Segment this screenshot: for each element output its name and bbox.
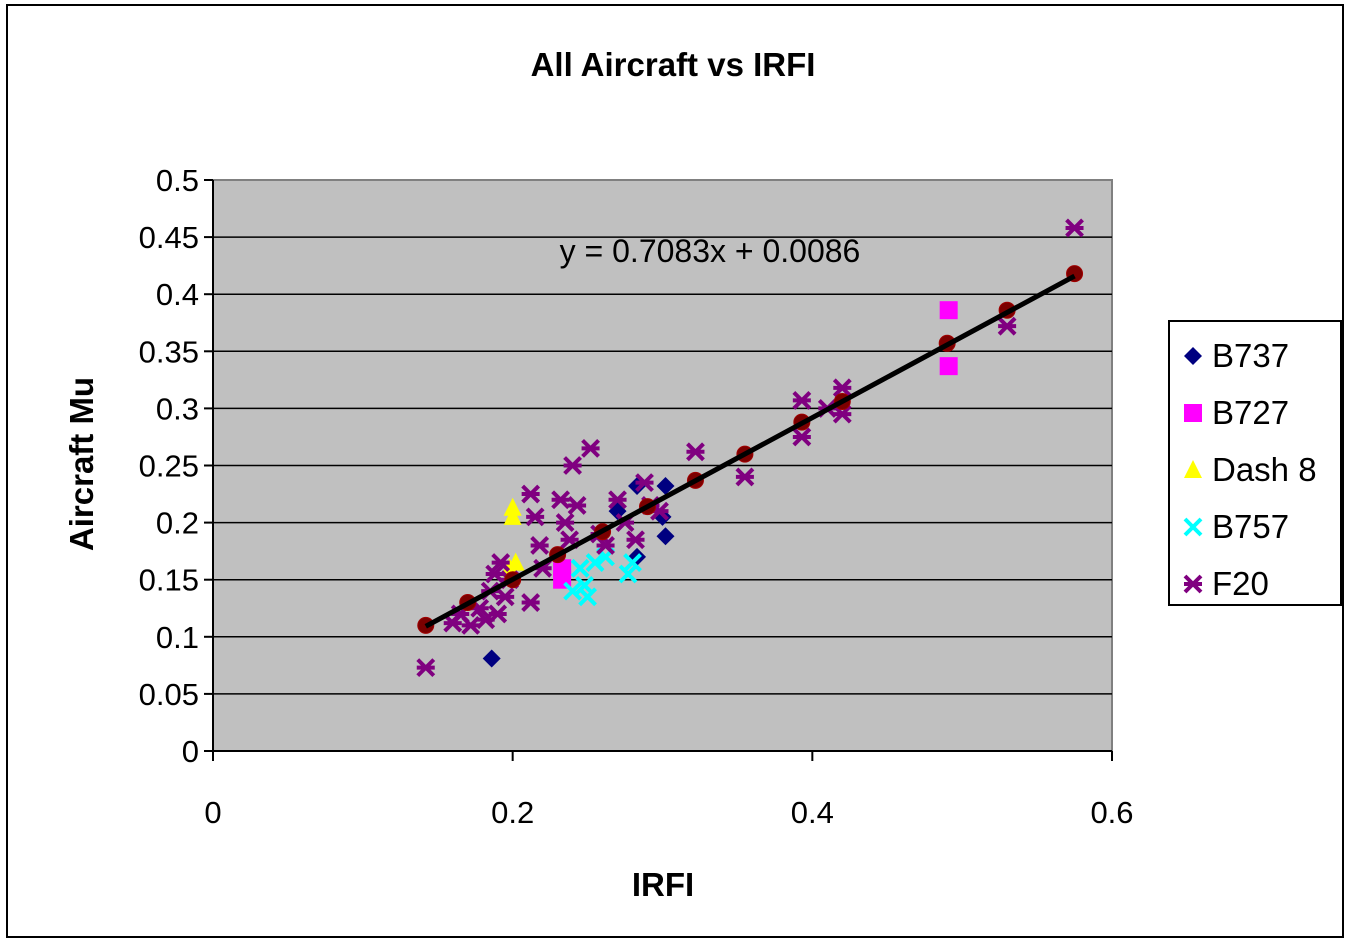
legend-item-b757: B757 — [1178, 507, 1289, 547]
y-tick-label: 0.15 — [139, 563, 199, 598]
y-tick-label: 0 — [182, 734, 199, 769]
legend-item-b737: B737 — [1178, 336, 1289, 376]
point-b727 — [940, 301, 958, 319]
legend-label: B757 — [1212, 508, 1289, 546]
legend-marker — [1185, 519, 1201, 535]
y-tick-label: 0.4 — [156, 277, 199, 312]
y-tick-label: 0.05 — [139, 677, 199, 712]
y-tick-label: 0.5 — [156, 163, 199, 198]
y-tick-label: 0.3 — [156, 391, 199, 426]
x-tick-label: 0.2 — [491, 795, 534, 830]
legend-label: B737 — [1212, 337, 1289, 375]
legend-label: F20 — [1212, 565, 1269, 603]
legend-swatch-b727 — [1178, 398, 1208, 428]
legend-marker — [1184, 576, 1202, 592]
legend-swatch-f20 — [1178, 569, 1208, 599]
legend-item-f20: F20 — [1178, 564, 1269, 604]
legend-label: Dash 8 — [1212, 451, 1317, 489]
legend-swatch-dash-8 — [1178, 455, 1208, 485]
y-tick-label: 0.25 — [139, 449, 199, 484]
legend-item-dash-8: Dash 8 — [1178, 450, 1317, 490]
y-tick-label: 0.2 — [156, 506, 199, 541]
y-tick-label: 0.1 — [156, 620, 199, 655]
legend-swatch-b757 — [1178, 512, 1208, 542]
legend-swatch-b737 — [1178, 341, 1208, 371]
trendline-equation: y = 0.7083x + 0.0086 — [560, 233, 861, 269]
y-tick-label: 0.45 — [139, 220, 199, 255]
y-tick-label: 0.35 — [139, 334, 199, 369]
legend-label: B727 — [1212, 394, 1289, 432]
legend-item-b727: B727 — [1178, 393, 1289, 433]
legend-marker — [1184, 347, 1202, 365]
x-tick-label: 0 — [204, 795, 221, 830]
x-tick-label: 0.4 — [791, 795, 834, 830]
legend-marker — [1184, 404, 1202, 422]
legend: B737 B727 Dash 8 B757 F20 — [1168, 320, 1342, 606]
point-b727 — [940, 357, 958, 375]
x-tick-label: 0.6 — [1090, 795, 1133, 830]
legend-marker — [1184, 460, 1202, 478]
